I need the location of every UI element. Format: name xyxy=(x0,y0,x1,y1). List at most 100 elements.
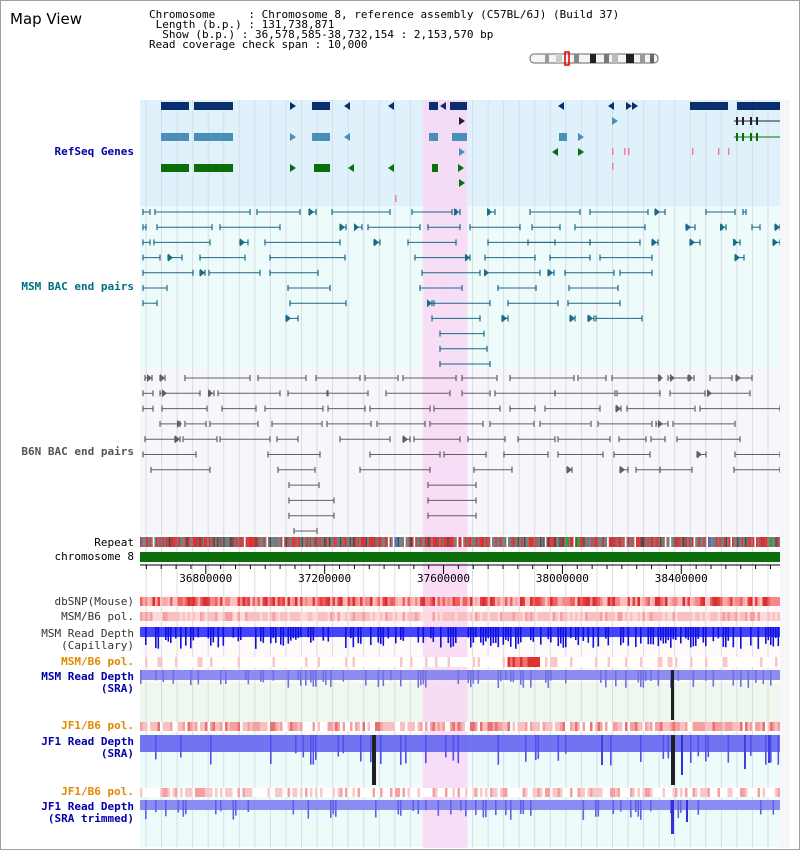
heat-cell xyxy=(237,788,241,797)
repeat-mark xyxy=(392,537,395,547)
jf1-b6-pol-label-2[interactable]: JF1/B6 pol. xyxy=(61,785,134,798)
heat-cell xyxy=(502,722,506,731)
depth-bar xyxy=(677,800,680,819)
heat-cell xyxy=(275,788,278,797)
heat-cell xyxy=(572,657,576,667)
depth-bar xyxy=(365,670,367,686)
dbsnp-label[interactable]: dbSNP(Mouse) xyxy=(54,595,134,608)
msm-b6-pol-label-1[interactable]: MSM/B6 pol. xyxy=(61,610,134,623)
heat-cell xyxy=(325,788,328,797)
heat-cell xyxy=(330,788,333,797)
heat-cell xyxy=(620,722,623,731)
bac-pair-arrow xyxy=(690,238,695,247)
repeat-mark xyxy=(360,537,363,547)
heat-cell xyxy=(200,657,203,667)
repeat-mark xyxy=(503,537,505,547)
repeat-mark xyxy=(183,537,185,547)
heat-cell xyxy=(362,612,366,621)
repeat-label[interactable]: Repeat xyxy=(94,536,134,549)
heat-cell xyxy=(190,722,193,731)
jf1-read-depth-sra-label[interactable]: JF1 Read Depth (SRA) xyxy=(41,736,134,760)
msm-b6-pol-label-2[interactable]: MSM/B6 pol. xyxy=(61,655,134,668)
msm-read-depth-sra-label[interactable]: MSM Read Depth (SRA) xyxy=(41,671,134,695)
heat-cell xyxy=(485,597,488,606)
heat-cell xyxy=(360,788,363,797)
heat-cell xyxy=(325,612,328,621)
heat-cell xyxy=(725,597,728,606)
jf1-b6-pol-label-1[interactable]: JF1/B6 pol. xyxy=(61,719,134,732)
heat-cell xyxy=(540,612,543,621)
heat-cell xyxy=(710,597,713,606)
heat-cell xyxy=(257,657,261,667)
heat-cell xyxy=(507,657,511,667)
heat-cell xyxy=(307,612,311,621)
heat-cell xyxy=(517,597,521,606)
gene-arrow xyxy=(626,102,632,110)
repeat-mark xyxy=(250,537,253,547)
heat-cell xyxy=(607,788,611,797)
heat-cell xyxy=(645,788,648,797)
refseq-genes-label[interactable]: RefSeq Genes xyxy=(54,145,134,158)
heat-cell xyxy=(240,657,243,667)
heat-cell xyxy=(737,597,741,606)
depth-bar xyxy=(727,735,730,763)
repeat-mark xyxy=(264,537,267,547)
repeat-mark xyxy=(570,537,573,547)
repeat-mark xyxy=(516,537,518,547)
heat-cell xyxy=(242,657,246,667)
heat-cell xyxy=(672,722,676,731)
heat-cell xyxy=(465,788,468,797)
chromosome-label[interactable]: chromosome 8 xyxy=(54,550,134,563)
heat-cell xyxy=(590,597,593,606)
depth-bar xyxy=(697,627,700,639)
heat-cell xyxy=(255,722,258,731)
gene-arrow xyxy=(459,148,465,156)
repeat-mark xyxy=(509,537,512,547)
heat-cell xyxy=(325,657,328,667)
depth-bar xyxy=(220,670,222,685)
heat-cell xyxy=(455,788,458,797)
bac-pair-arrow xyxy=(688,374,693,382)
heat-cell xyxy=(212,722,216,731)
heat-cell xyxy=(372,722,376,731)
heat-cell xyxy=(197,597,201,606)
depth-bar xyxy=(672,627,675,640)
heat-cell xyxy=(152,722,156,731)
heat-cell xyxy=(757,597,761,606)
repeat-mark xyxy=(258,537,261,547)
repeat-mark xyxy=(732,537,734,547)
depth-bar xyxy=(312,670,315,687)
depth-bar xyxy=(447,627,450,644)
depth-bar xyxy=(562,627,565,648)
heat-cell xyxy=(460,788,463,797)
repeat-mark xyxy=(157,537,160,547)
heat-cell xyxy=(687,722,691,731)
heat-cell xyxy=(240,612,243,621)
heat-cell xyxy=(237,657,241,667)
coverage-line: Read coverage check span : 10,000 xyxy=(149,38,368,51)
heat-cell xyxy=(517,722,521,731)
repeat-mark xyxy=(620,537,622,547)
depth-bar xyxy=(767,627,770,641)
msm-read-depth-capillary-label[interactable]: MSM Read Depth (Capillary) xyxy=(41,628,134,652)
repeat-mark xyxy=(567,537,569,547)
axis-tick-label: 37600000 xyxy=(417,572,470,585)
heat-cell xyxy=(222,788,226,797)
b6n-bac-end-pairs-label[interactable]: B6N BAC end pairs xyxy=(21,445,134,458)
heat-cell xyxy=(745,722,748,731)
jf1-read-depth-trimmed-label[interactable]: JF1 Read Depth (SRA trimmed) xyxy=(41,801,134,825)
heat-cell xyxy=(617,722,621,731)
heat-cell xyxy=(725,722,728,731)
heat-cell xyxy=(267,597,271,606)
heat-cell xyxy=(337,722,341,731)
heat-cell xyxy=(202,788,206,797)
heat-cell xyxy=(692,788,696,797)
heat-cell xyxy=(522,612,526,621)
msm-bac-end-pairs-label[interactable]: MSM BAC end pairs xyxy=(21,280,134,293)
repeat-mark xyxy=(373,537,376,547)
heat-cell xyxy=(422,597,426,606)
heat-cell xyxy=(452,722,456,731)
heat-cell xyxy=(165,597,168,606)
repeat-mark xyxy=(709,537,711,547)
